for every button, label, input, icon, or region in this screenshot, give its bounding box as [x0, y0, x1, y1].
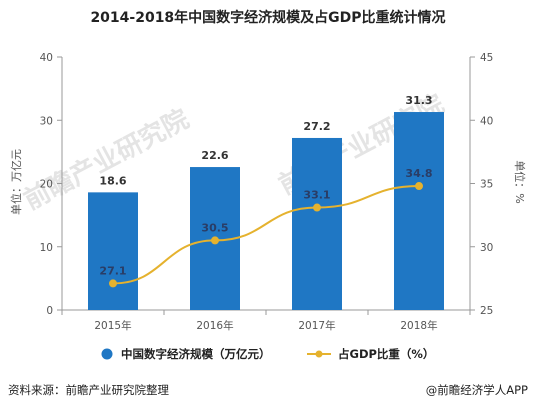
bar [88, 192, 138, 310]
legend-line-dot [315, 350, 323, 358]
y-right-tick-label: 40 [480, 115, 493, 127]
line-value-label: 34.8 [405, 167, 432, 180]
bar-value-label: 22.6 [201, 149, 228, 162]
bar-value-label: 31.3 [405, 94, 432, 107]
line-point [415, 182, 423, 191]
y-right-axis-title: 单位：% [513, 160, 527, 203]
line-value-label: 30.5 [201, 221, 228, 234]
legend: 中国数字经济规模（万亿元） 占GDP比重（%） [101, 347, 434, 361]
y-left-tick-label: 10 [40, 242, 53, 254]
y-right-tick-label: 35 [480, 179, 493, 191]
x-tick-label: 2017年 [298, 319, 335, 332]
x-tick-label: 2015年 [94, 319, 131, 332]
line-value-label: 33.1 [303, 189, 330, 202]
bar-value-label: 27.2 [303, 120, 330, 133]
y-right-tick-label: 30 [480, 242, 493, 254]
y-left-tick-label: 0 [46, 305, 53, 317]
chart-title: 2014-2018年中国数字经济规模及占GDP比重统计情况 [90, 9, 445, 26]
bar [292, 137, 342, 310]
bar [394, 112, 444, 310]
x-tick-label: 2016年 [196, 319, 233, 332]
line-path [112, 185, 420, 285]
legend-line-label: 占GDP比重（%） [338, 347, 434, 361]
source-note: 资料来源：前瞻产业研究院整理 [8, 383, 169, 397]
y-left-tick-label: 40 [40, 52, 53, 64]
line-series [109, 182, 423, 288]
data-labels: 18.6 22.6 27.2 31.3 27.1 30.5 33.1 34.8 [99, 94, 432, 277]
line-point [211, 236, 219, 245]
y-left-tick-label: 30 [40, 115, 53, 127]
bar-value-label: 18.6 [99, 174, 126, 187]
x-tick-label: 2018年 [400, 319, 437, 332]
line-point [109, 279, 117, 288]
y-right-tick-label: 45 [480, 52, 493, 64]
legend-bar-label: 中国数字经济规模（万亿元） [121, 347, 271, 361]
line-value-label: 27.1 [99, 264, 126, 277]
y-left-tick-label: 20 [40, 179, 53, 191]
brand-note: @前瞻经济学人APP [426, 383, 528, 397]
line-point [313, 203, 321, 212]
y-right-tick-label: 25 [480, 305, 493, 317]
y-left-axis-title: 单位：万亿元 [9, 149, 23, 215]
axes: 0 10 20 30 40 25 30 35 40 45 2015年 2016年 2017年 2018年 [40, 52, 494, 332]
legend-bar-marker [101, 348, 113, 360]
